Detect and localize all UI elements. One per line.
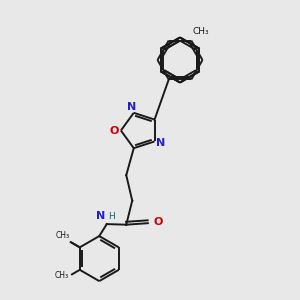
Text: CH₃: CH₃ bbox=[56, 231, 70, 240]
Text: O: O bbox=[153, 217, 163, 227]
Text: CH₃: CH₃ bbox=[193, 27, 209, 36]
Text: N: N bbox=[127, 102, 136, 112]
Text: O: O bbox=[110, 125, 119, 136]
Text: N: N bbox=[156, 138, 165, 148]
Text: N: N bbox=[96, 211, 105, 221]
Text: CH₃: CH₃ bbox=[55, 271, 69, 280]
Text: H: H bbox=[108, 212, 115, 221]
